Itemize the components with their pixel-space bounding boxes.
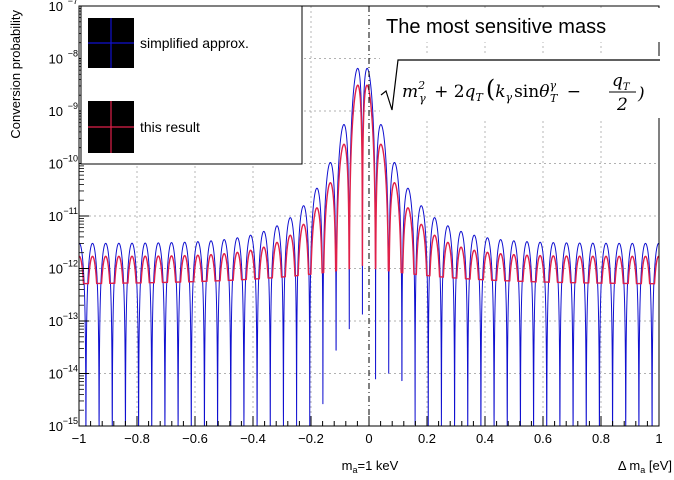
y-tick-labels: 10−1510−1410−1310−1210−1110−1010−910−810… bbox=[49, 0, 78, 434]
formula-close-paren: ) bbox=[637, 84, 645, 104]
y-tick-exponent: −12 bbox=[63, 259, 78, 269]
formula-text: m2 γ + 2qT (kγ sinθγ T − bbox=[402, 75, 581, 105]
y-tick-exponent: −14 bbox=[63, 364, 78, 374]
y-tick-exponent: −10 bbox=[63, 154, 78, 164]
x-tick-label: −1 bbox=[72, 431, 87, 446]
x-tick-label: 0.2 bbox=[418, 431, 436, 446]
formula-fraction-den: 2 bbox=[616, 95, 628, 115]
x-tick-labels: −1 −0.8 −0.6 −0.4 −0.2 0 0.2 0.4 0.6 0.8 1 bbox=[72, 431, 663, 446]
y-tick-exponent: −7 bbox=[68, 0, 78, 6]
x-axis-title: Δ ma [eV] bbox=[618, 458, 672, 475]
x-tick-label: 0.6 bbox=[534, 431, 552, 446]
x-tick-label: −0.6 bbox=[182, 431, 208, 446]
legend-label-simplified: simplified approx. bbox=[140, 35, 249, 51]
x-axis-center-label: ma=1 keV bbox=[342, 458, 399, 475]
y-tick-exponent: −11 bbox=[63, 206, 78, 216]
annotation-title-bg bbox=[378, 8, 668, 42]
this-result-line bbox=[78, 84, 660, 285]
legend: simplified approx. this result bbox=[80, 5, 303, 165]
legend-label-this-result: this result bbox=[140, 119, 200, 135]
x-tick-label: 0.8 bbox=[592, 431, 610, 446]
annotation: The most sensitive mass m2 γ + 2qT (kγ sinθ… bbox=[378, 8, 668, 118]
x-tick-label: −0.4 bbox=[240, 431, 266, 446]
y-axis-title: Conversion probability bbox=[8, 10, 23, 139]
y-tick-exponent: −15 bbox=[63, 416, 78, 426]
formula-bg bbox=[380, 56, 660, 118]
x-tick-label: −0.8 bbox=[124, 431, 150, 446]
x-tick-label: −0.2 bbox=[298, 431, 324, 446]
x-tick-label: 1 bbox=[655, 431, 662, 446]
y-tick-exponent: −8 bbox=[68, 49, 78, 59]
y-tick-exponent: −9 bbox=[68, 101, 78, 111]
x-tick-label: 0.4 bbox=[476, 431, 494, 446]
x-tick-label: 0 bbox=[365, 431, 372, 446]
formula-radical bbox=[380, 59, 660, 111]
annotation-title: The most sensitive mass bbox=[386, 16, 606, 38]
y-tick-exponent: −13 bbox=[63, 311, 78, 321]
